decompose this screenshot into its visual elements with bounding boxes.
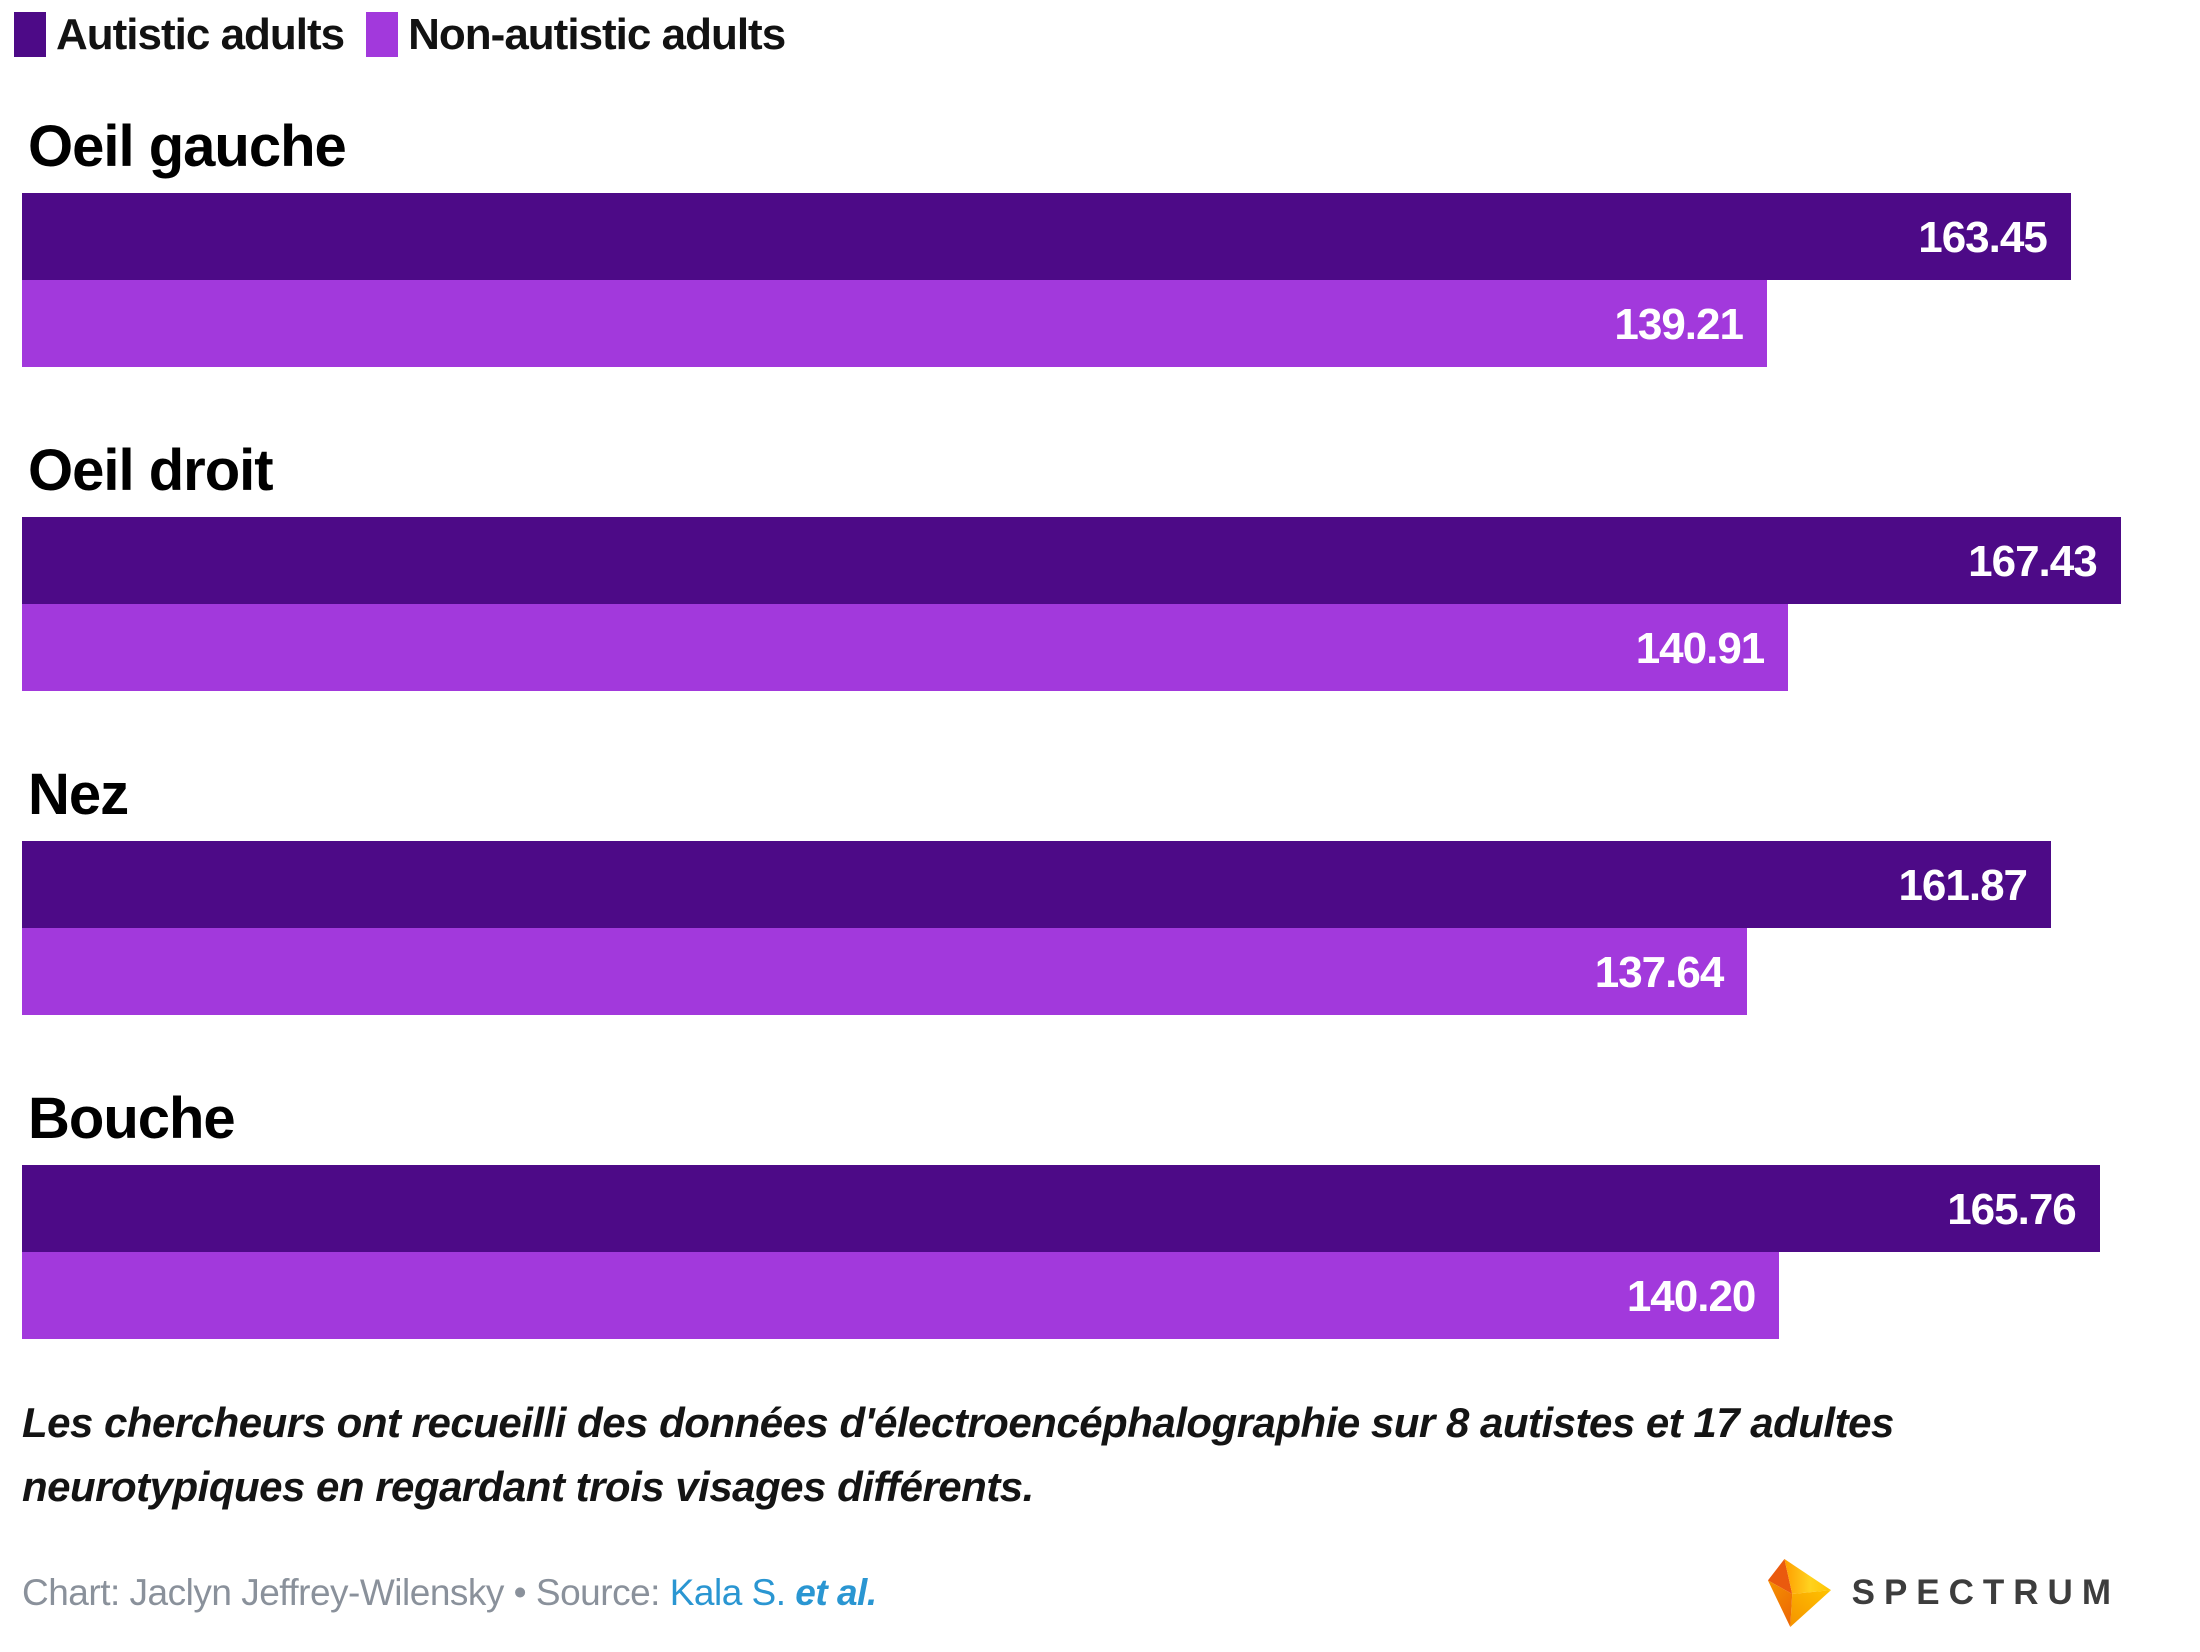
- bar-row: 140.20: [22, 1252, 2178, 1339]
- spectrum-wordmark[interactable]: SPECTRUM: [1851, 1573, 2120, 1612]
- bar-autistic-oeil-droit: 167.43: [22, 517, 2121, 604]
- legend-item-autistic: Autistic adults: [14, 10, 345, 59]
- credit-chart-author: Chart: Jaclyn Jeffrey-Wilensky: [22, 1572, 504, 1613]
- bars-oeil-droit: 167.43 140.91: [22, 517, 2178, 691]
- bar-row: 140.91: [22, 604, 2178, 691]
- value-label: 137.64: [1594, 948, 1725, 997]
- bar-group-nez: Nez 161.87 137.64: [22, 763, 2178, 1015]
- credit-source-prefix: Source:: [535, 1572, 670, 1613]
- bar-non-autistic-oeil-droit: 140.91: [22, 604, 1789, 691]
- value-label: 167.43: [1968, 537, 2098, 586]
- value-label: 165.76: [1947, 1185, 2077, 1234]
- value-label: 161.87: [1898, 861, 2028, 910]
- bar-non-autistic-oeil-gauche: 139.21: [22, 280, 1767, 367]
- bar-row: 161.87: [22, 841, 2178, 928]
- bars-oeil-gauche: 163.45 139.21: [22, 193, 2178, 367]
- group-title-oeil-gauche: Oeil gauche: [28, 114, 347, 179]
- value-label: 163.45: [1918, 213, 2048, 262]
- value-label: 140.91: [1635, 624, 1766, 673]
- footer: Chart: Jaclyn Jeffrey-Wilensky • Source:…: [22, 1553, 2178, 1633]
- legend-swatch-non-autistic: [366, 12, 399, 57]
- bar-autistic-bouche: 165.76: [22, 1165, 2100, 1252]
- bar-autistic-oeil-gauche: 163.45: [22, 193, 2071, 280]
- bar-row: 137.64: [22, 928, 2178, 1015]
- source-link-etal[interactable]: et al.: [795, 1572, 877, 1613]
- bar-group-bouche: Bouche 165.76 140.20: [22, 1087, 2178, 1339]
- chart-legend: Autistic adults Non-autistic adults: [14, 12, 2178, 57]
- bar-autistic-nez: 161.87: [22, 841, 2052, 928]
- group-title-bouche: Bouche: [28, 1086, 236, 1151]
- credit-separator: •: [503, 1572, 536, 1613]
- value-label: 139.21: [1614, 300, 1744, 349]
- bar-row: 163.45: [22, 193, 2178, 280]
- spectrum-logo[interactable]: SPECTRUM: [1766, 1556, 2120, 1630]
- legend-swatch-autistic: [14, 12, 46, 57]
- source-link-name[interactable]: Kala S.: [669, 1572, 796, 1613]
- source-link[interactable]: Kala S. et al.: [670, 1572, 877, 1613]
- bar-row: 167.43: [22, 517, 2178, 604]
- credit-line: Chart: Jaclyn Jeffrey-Wilensky • Source:…: [22, 1553, 877, 1633]
- group-title-nez: Nez: [28, 762, 129, 827]
- bar-row: 165.76: [22, 1165, 2178, 1252]
- bar-group-oeil-gauche: Oeil gauche 163.45 139.21: [22, 115, 2178, 367]
- legend-item-non-autistic: Non-autistic adults: [366, 10, 786, 59]
- bar-group-oeil-droit: Oeil droit 167.43 140.91: [22, 439, 2178, 691]
- legend-label-autistic: Autistic adults: [56, 10, 345, 59]
- spectrum-gem-icon: [1767, 1559, 1831, 1627]
- legend-label-non-autistic: Non-autistic adults: [408, 10, 786, 59]
- bar-non-autistic-nez: 137.64: [22, 928, 1748, 1015]
- bars-bouche: 165.76 140.20: [22, 1165, 2178, 1339]
- group-title-oeil-droit: Oeil droit: [28, 438, 274, 503]
- bar-non-autistic-bouche: 140.20: [22, 1252, 1780, 1339]
- bar-row: 139.21: [22, 280, 2178, 367]
- bars-nez: 161.87 137.64: [22, 841, 2178, 1015]
- chart-caption: Les chercheurs ont recueilli des données…: [22, 1399, 1894, 1510]
- value-label: 140.20: [1626, 1272, 1757, 1321]
